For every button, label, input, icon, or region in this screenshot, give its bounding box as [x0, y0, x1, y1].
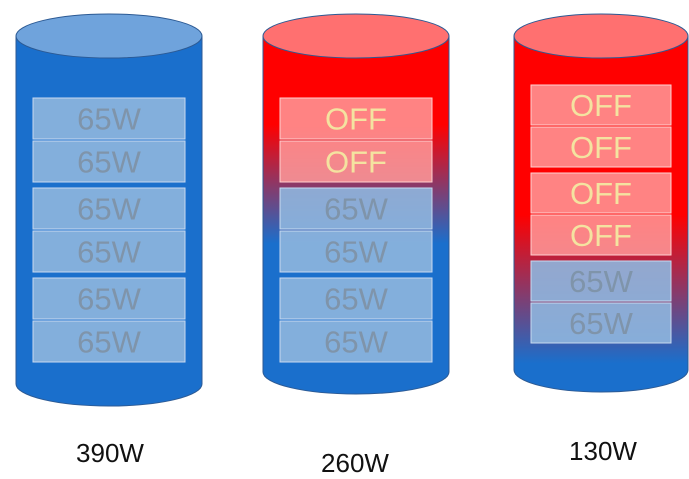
slot-off — [530, 126, 672, 168]
slot-on — [32, 320, 186, 363]
slot-off — [279, 97, 433, 140]
total-label-260w: 260W — [321, 448, 389, 478]
slot-label: 65W — [77, 282, 141, 317]
slot-on — [279, 187, 433, 230]
cylinder-top — [513, 13, 689, 59]
slot-label: 65W — [324, 235, 388, 270]
slot-on — [279, 230, 433, 273]
total-label-390w: 390W — [76, 438, 144, 468]
slot-on — [530, 302, 672, 344]
slot-label: 65W — [77, 235, 141, 270]
slot-on — [279, 320, 433, 363]
slot-off — [530, 214, 672, 256]
slot-off — [530, 172, 672, 214]
slot-label: 65W — [77, 192, 141, 227]
slot-label: 65W — [569, 306, 633, 341]
slot-label: OFF — [570, 218, 632, 253]
slot-on — [530, 260, 672, 302]
cylinder-390w: 65W 65W 65W 65W 65W 65W — [15, 13, 203, 407]
slot-on — [32, 187, 186, 230]
slot-label: 65W — [324, 325, 388, 360]
slot-on — [279, 277, 433, 320]
slot-label: OFF — [570, 130, 632, 165]
cylinder-top — [15, 13, 203, 59]
slot-label: OFF — [570, 176, 632, 211]
slot-label: 65W — [77, 145, 141, 180]
slot-label: OFF — [325, 102, 387, 137]
cylinder-130w: OFF OFF OFF OFF 65W 65W — [513, 13, 689, 393]
slot-label: 65W — [77, 102, 141, 137]
slot-label: OFF — [325, 145, 387, 180]
slot-off — [279, 140, 433, 183]
slot-off — [530, 84, 672, 126]
cylinder-260w: OFF OFF 65W 65W 65W 65W — [262, 13, 450, 395]
slot-on — [32, 97, 186, 140]
total-label-130w: 130W — [569, 436, 637, 466]
slot-label: 65W — [77, 325, 141, 360]
slot-on — [32, 140, 186, 183]
cylinder-top — [262, 13, 450, 59]
slot-on — [32, 277, 186, 320]
slot-on — [32, 230, 186, 273]
slot-label: 65W — [324, 282, 388, 317]
slot-label: 65W — [324, 192, 388, 227]
slot-label: OFF — [570, 88, 632, 123]
slot-label: 65W — [569, 264, 633, 299]
